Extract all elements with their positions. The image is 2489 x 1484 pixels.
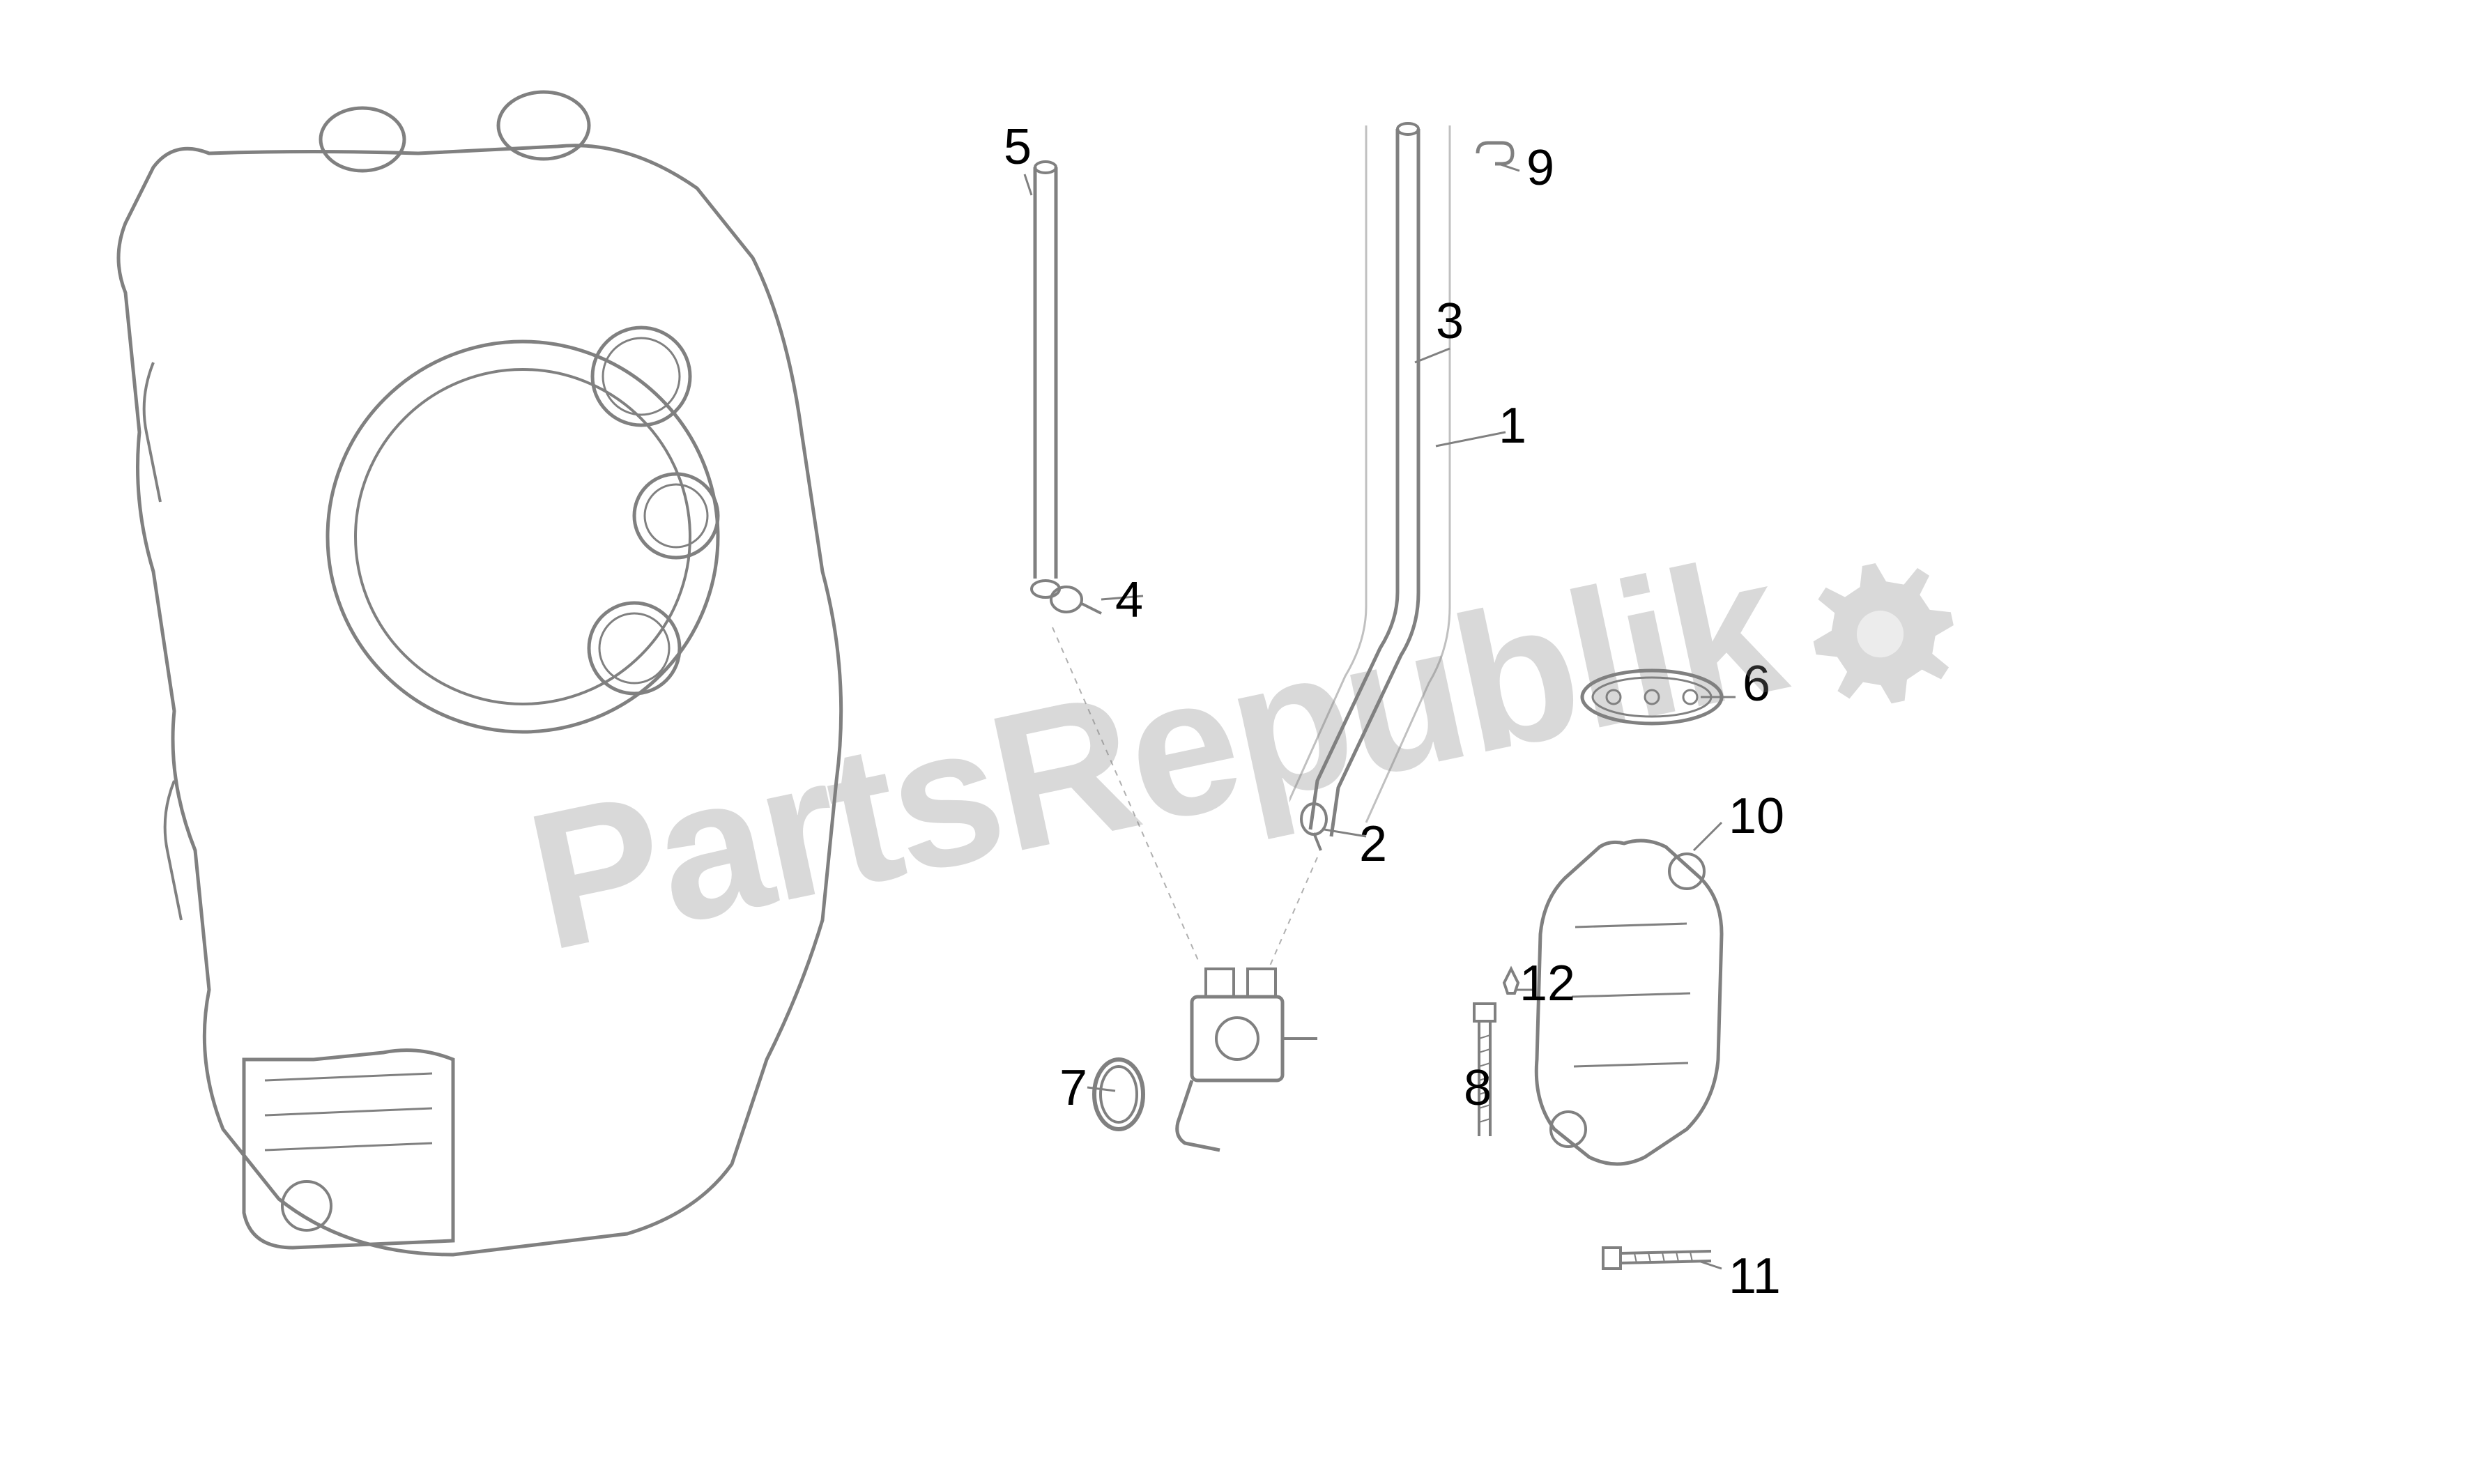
part-label-8: 8 — [1464, 1060, 1492, 1117]
part-label-1: 1 — [1499, 397, 1526, 454]
part-label-3: 3 — [1436, 293, 1464, 350]
part-label-10: 10 — [1729, 788, 1784, 845]
parts-diagram-container: 1 2 3 4 5 6 7 8 9 10 11 12 PartsRepublik — [0, 0, 2489, 1484]
leader-lines — [0, 0, 2489, 1484]
part-label-9: 9 — [1526, 139, 1554, 197]
part-label-11: 11 — [1729, 1248, 1781, 1305]
part-label-4: 4 — [1115, 572, 1143, 629]
part-label-7: 7 — [1059, 1060, 1087, 1117]
part-label-5: 5 — [1004, 118, 1032, 176]
part-label-6: 6 — [1743, 655, 1770, 712]
part-label-2: 2 — [1359, 816, 1387, 873]
part-label-12: 12 — [1519, 955, 1575, 1012]
